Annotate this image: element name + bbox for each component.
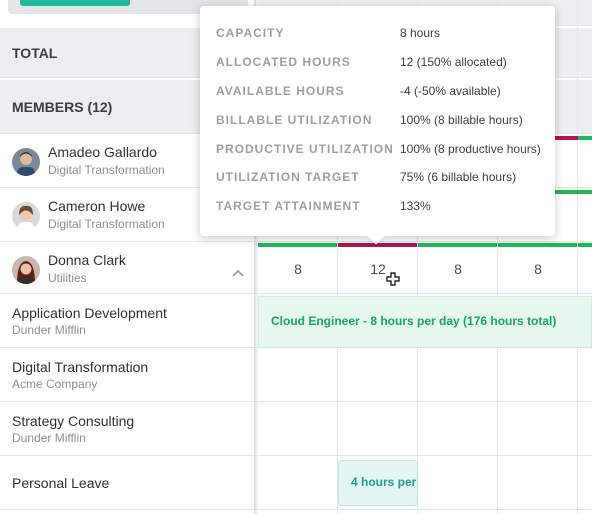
leave-block[interactable]: 4 hours per day <box>338 460 418 506</box>
tooltip-value: 75% (6 billable hours) <box>400 170 517 184</box>
day-hours[interactable]: 12 <box>370 261 386 277</box>
tooltip-label: BILLABLE UTILIZATION <box>216 113 373 127</box>
avatar <box>12 202 40 230</box>
member-hours-row <box>258 190 592 242</box>
tooltip-value: 12 (150% allocated) <box>400 55 507 69</box>
tooltip-value: 133% <box>400 199 431 213</box>
project-name: Personal Leave <box>12 475 110 491</box>
total-label: TOTAL <box>12 45 58 61</box>
members-label: MEMBERS (12) <box>12 99 113 115</box>
utilization-bar <box>418 243 497 247</box>
leave-label: 4 hours per day <box>351 475 417 489</box>
column-divider <box>337 0 338 514</box>
project-name: Strategy Consulting <box>12 413 135 429</box>
member-row[interactable]: Amadeo Gallardo Digital Transformation <box>0 136 254 188</box>
tooltip-row: ALLOCATED HOURS 12 (150% allocated) <box>216 55 546 73</box>
tooltip-value: 100% (8 productive hours) <box>400 142 541 156</box>
tooltip-label: PRODUCTIVE UTILIZATION <box>216 142 394 156</box>
project-name: Digital Transformation <box>12 359 149 375</box>
project-row[interactable]: Strategy Consulting Dunder Mifflin <box>0 404 254 456</box>
utilization-bar <box>258 243 337 247</box>
project-client: Dunder Mifflin <box>12 323 86 337</box>
project-hours-row <box>258 350 592 402</box>
tooltip-row: TARGET ATTAINMENT 133% <box>216 199 546 217</box>
member-team: Digital Transformation <box>48 163 165 177</box>
tooltip-value: 100% (8 billable hours) <box>400 113 523 127</box>
utilization-bar <box>578 136 592 140</box>
member-name: Cameron Howe <box>48 198 146 214</box>
avatar <box>12 256 40 284</box>
project-name: Application Development <box>12 305 167 321</box>
project-client: Acme Company <box>12 377 98 391</box>
tooltip-row: CAPACITY 8 hours <box>216 26 546 44</box>
day-hours[interactable]: 8 <box>294 261 302 277</box>
member-name: Amadeo Gallardo <box>48 144 157 160</box>
tooltip-value: 8 hours <box>400 26 441 40</box>
over-allocated-bar <box>338 243 417 247</box>
move-cursor-icon <box>386 272 400 286</box>
project-client: Dunder Mifflin <box>12 431 86 445</box>
tooltip-label: UTILIZATION TARGET <box>216 170 360 184</box>
utilization-bar <box>578 243 592 247</box>
member-row-expanded[interactable]: Donna Clark Utilities <box>0 244 254 294</box>
utilization-bar <box>498 243 577 247</box>
member-row[interactable]: Cameron Howe Digital Transformation <box>0 190 254 242</box>
column-divider <box>497 0 498 514</box>
tooltip-row: BILLABLE UTILIZATION 100% (8 billable ho… <box>216 113 546 131</box>
assignment-label: Cloud Engineer - 8 hours per day (176 ho… <box>271 314 557 328</box>
tooltip-row: UTILIZATION TARGET 75% (6 billable hours… <box>216 170 546 188</box>
tooltip-row: AVAILABLE HOURS -4 (-50% available) <box>216 84 546 102</box>
chevron-up-icon[interactable] <box>232 264 244 280</box>
tooltip-value: -4 (-50% available) <box>400 84 501 98</box>
project-hours-row <box>258 458 592 510</box>
utilization-tooltip: CAPACITY 8 hours ALLOCATED HOURS 12 (150… <box>200 6 555 245</box>
project-row[interactable]: Application Development Dunder Mifflin <box>0 296 254 348</box>
member-team: Utilities <box>48 271 87 285</box>
tooltip-label: CAPACITY <box>216 26 285 40</box>
avatar <box>12 148 40 176</box>
project-row[interactable]: Personal Leave <box>0 458 254 510</box>
column-divider <box>417 0 418 514</box>
top-toolbar-area <box>8 0 248 14</box>
tooltip-label: ALLOCATED HOURS <box>216 55 351 69</box>
project-hours-row <box>258 404 592 456</box>
assignment-block[interactable]: Cloud Engineer - 8 hours per day (176 ho… <box>258 296 592 348</box>
tooltip-label: AVAILABLE HOURS <box>216 84 345 98</box>
day-hours[interactable]: 8 <box>534 261 542 277</box>
member-name: Donna Clark <box>48 252 126 268</box>
column-divider <box>577 0 578 514</box>
tooltip-row: PRODUCTIVE UTILIZATION 100% (8 productiv… <box>216 142 546 160</box>
member-team: Digital Transformation <box>48 217 165 231</box>
primary-action-button[interactable] <box>20 0 130 6</box>
donna-hours-row: 8 12 8 8 <box>258 247 592 294</box>
day-hours[interactable]: 8 <box>454 261 462 277</box>
tooltip-label: TARGET ATTAINMENT <box>216 199 361 213</box>
project-row[interactable]: Digital Transformation Acme Company <box>0 350 254 402</box>
